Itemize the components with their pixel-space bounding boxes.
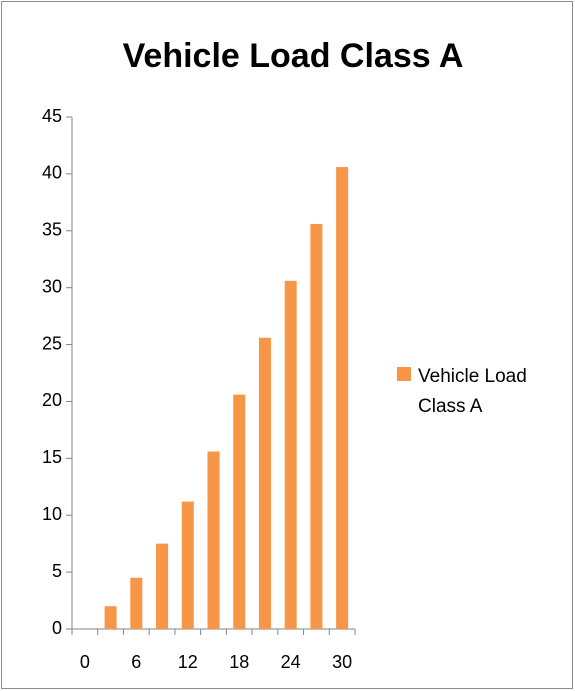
bar <box>207 451 220 629</box>
bar <box>336 167 349 629</box>
bar <box>181 501 194 629</box>
bar <box>310 223 323 629</box>
x-tick-label: 6 <box>131 652 141 672</box>
bar <box>104 606 117 629</box>
x-tick-label: 30 <box>332 652 352 672</box>
bar <box>233 394 246 629</box>
legend-swatch <box>397 367 411 381</box>
bar <box>156 543 169 629</box>
y-tick-label: 35 <box>42 220 62 240</box>
x-tick-label: 0 <box>80 652 90 672</box>
bar <box>258 337 271 629</box>
y-tick-label: 30 <box>42 276 62 296</box>
y-tick-label: 0 <box>52 618 62 638</box>
bar <box>284 280 297 629</box>
y-tick-label: 45 <box>42 106 62 126</box>
y-tick-label: 25 <box>42 333 62 353</box>
x-tick-label: 24 <box>281 652 301 672</box>
y-tick-label: 40 <box>42 163 62 183</box>
y-tick-label: 15 <box>42 447 62 467</box>
bar <box>130 577 143 629</box>
y-tick-label: 5 <box>52 561 62 581</box>
y-tick-label: 20 <box>42 390 62 410</box>
legend-label: Vehicle Load Class A <box>418 366 527 417</box>
x-tick-label: 18 <box>229 652 249 672</box>
y-tick-label: 10 <box>42 504 62 524</box>
x-tick-label: 12 <box>178 652 198 672</box>
chart-title: Vehicle Load Class A <box>123 37 464 75</box>
